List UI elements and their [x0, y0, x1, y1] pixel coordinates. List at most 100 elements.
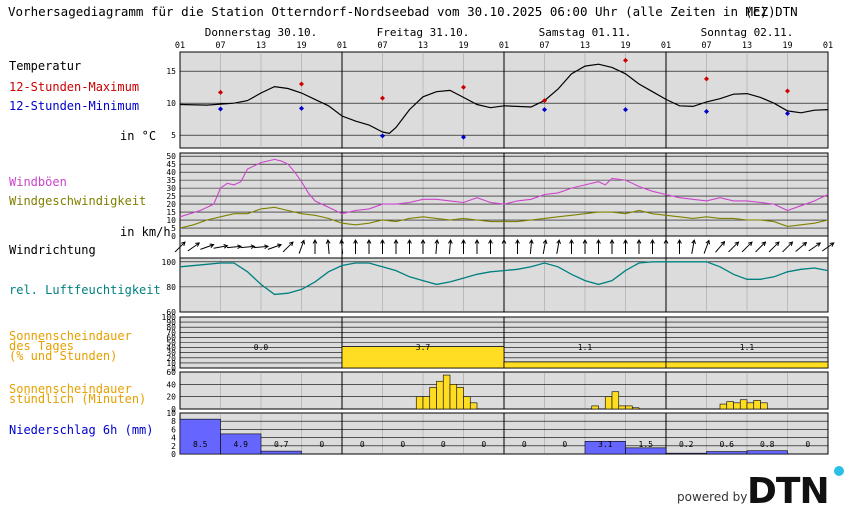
precip-panel-tick-label: 4: [171, 434, 176, 443]
sun-daily-panel-tick-label: 80: [166, 323, 176, 332]
wind-arrow: [282, 241, 294, 253]
wind-arrow: [226, 245, 242, 249]
sun-hourly-bar: [422, 396, 431, 410]
wind-panel-tick-label: 25: [166, 192, 176, 201]
sun-hourly-bar: [611, 391, 620, 410]
sun-hourly-bar: [591, 405, 599, 410]
wind-arrow-head: [542, 239, 548, 245]
wind-arrow-head: [264, 244, 270, 250]
wind-arrow: [267, 244, 282, 250]
precip-value-label: 8.5: [193, 440, 208, 449]
wind-panel-tick-label: 10: [166, 216, 176, 225]
sun-hourly-bar: [746, 402, 755, 410]
wind-arrow-head: [829, 242, 835, 247]
wind-arrow-head: [556, 239, 561, 245]
sun-hourly-bar: [436, 380, 444, 410]
sun-day-legend-3: (% und Stunden): [9, 349, 117, 363]
sun-day-legend-2: des Tages: [9, 339, 74, 353]
tmin-point: [380, 133, 385, 139]
wind-arrow-head: [434, 238, 440, 244]
sun-hourly-bar: [463, 396, 471, 410]
hour-tick-label: 07: [539, 41, 549, 51]
wind-panel-tick-label: 5: [171, 224, 176, 233]
sun-hourly-panel-tick-label: 0: [171, 405, 176, 414]
wind-arrow: [327, 239, 330, 255]
wind-arrow: [691, 240, 695, 254]
wind-panel-tick-label: 20: [166, 200, 176, 209]
wind-arrow: [200, 244, 214, 250]
wind-arrow-head: [447, 238, 453, 244]
sun-day-legend-1: Sonnenscheindauer: [9, 329, 132, 343]
precip-value-label: 0: [360, 440, 365, 449]
wind-arrow-head: [353, 238, 358, 244]
wind-arrow-head: [663, 238, 669, 244]
precip-value-label: 4.9: [234, 440, 249, 449]
sun-daily-bar: [503, 361, 667, 369]
sun-hourly-bar: [442, 374, 451, 410]
temperature-panel-tick-label: 10: [166, 99, 176, 108]
wind-arrow-head: [366, 238, 372, 244]
tmax-point: [704, 76, 709, 82]
day-label: Sonntag 02.11.: [701, 26, 794, 39]
humidity-panel-tick-label: 100: [162, 258, 177, 267]
wind-panel-tick-label: 15: [166, 208, 176, 217]
sun-daily-value-label: 1.1: [740, 343, 755, 352]
wind-arrow-head: [623, 238, 628, 244]
humidity-panel-tick-label: 60: [166, 308, 176, 317]
tmin-point: [704, 109, 709, 115]
wind-arrow-head: [312, 238, 318, 244]
wind-arrow-head: [650, 238, 655, 244]
wind-arrow-head: [515, 238, 520, 244]
tmin-point: [542, 107, 547, 113]
humidity-line: [179, 261, 829, 296]
wind-arrow: [782, 241, 793, 253]
sun-hourly-panel-tick-label: 40: [166, 380, 176, 389]
wind-arrow-head: [474, 238, 480, 244]
precip-panel-tick-label: 6: [171, 425, 176, 434]
copyright: (c) DTN: [745, 4, 798, 19]
wind-arrow: [741, 241, 753, 253]
wind-arrow-head: [705, 239, 710, 245]
tmax-point: [542, 98, 547, 104]
wind-arrow: [542, 240, 547, 254]
wind-arrow-head: [569, 238, 574, 244]
sun-hourly-bar: [719, 403, 728, 410]
powered-by: powered by: [677, 490, 747, 504]
tmax-point: [623, 57, 628, 63]
wind-arrow: [298, 240, 305, 254]
day-label: Freitag 31.10.: [377, 26, 470, 39]
wind-arrow-head: [596, 238, 601, 244]
wind-arrow: [529, 239, 533, 255]
tmin-point: [623, 107, 628, 113]
wind-arrow-head: [528, 238, 534, 244]
temperature-panel-tick-label: 15: [166, 67, 176, 76]
tmax-point: [785, 88, 790, 94]
sun-hourly-bar: [456, 387, 464, 410]
tmin-point: [299, 105, 304, 111]
hour-tick-label: 07: [701, 41, 711, 51]
precip-value-label: 0: [481, 440, 486, 449]
sun-daily-bar: [341, 346, 505, 369]
precip-bar: [260, 450, 302, 455]
gust-line: [179, 158, 829, 218]
hour-tick-label: 13: [742, 41, 752, 51]
sun-hourly-bar: [631, 407, 640, 410]
wind-arrow-head: [609, 238, 615, 244]
wind-unit: in km/h: [120, 225, 171, 239]
wind-arrow-head: [209, 243, 215, 248]
wind-panel-tick-label: 50: [166, 152, 176, 161]
hour-tick-label: 01: [337, 41, 347, 51]
dtn-logo-dot: [834, 466, 844, 476]
gust-legend: Windböen: [9, 175, 67, 189]
day-label: Donnerstag 30.10.: [205, 26, 318, 39]
sun-daily-panel-tick-label: 50: [166, 339, 176, 348]
wind-arrow: [253, 245, 269, 249]
precip-value-label: 0.8: [760, 440, 775, 449]
wind-arrow-head: [277, 243, 283, 248]
tmin-point: [785, 110, 790, 116]
wind-arrow-head: [636, 238, 642, 244]
chart-title: Vorhersagediagramm für die Station Otter…: [8, 4, 776, 19]
precip-panel-tick-label: 2: [171, 442, 176, 451]
wind-panel-tick-label: 40: [166, 168, 176, 177]
sun-daily-value-label: 1.1: [578, 343, 593, 352]
